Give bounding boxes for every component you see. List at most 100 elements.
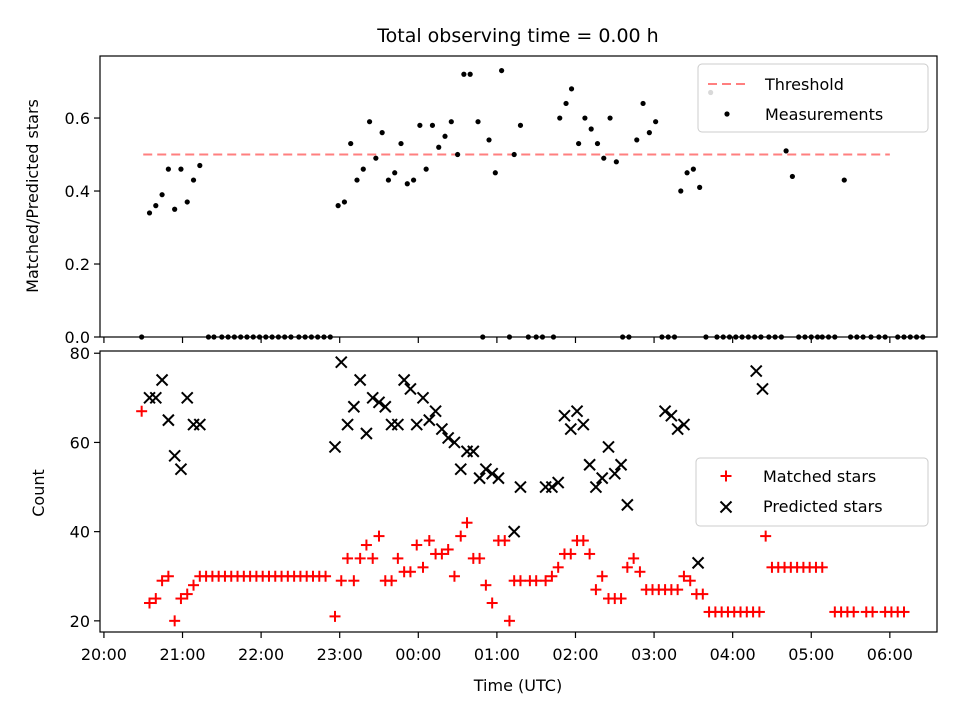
measurements-series — [139, 67, 926, 340]
measurement-point — [517, 122, 524, 128]
bottom-legend: Matched stars Predicted stars — [695, 457, 929, 527]
measurement-point — [568, 86, 575, 92]
predicted-star-point — [583, 458, 596, 471]
bottom-panel: Count Time (UTC) 20 40 60 80 20:00 21:00 22:0… — [29, 344, 938, 695]
bottom-plot-frame — [99, 350, 938, 633]
matched-star-point — [499, 535, 511, 547]
predicted-star-point — [149, 391, 163, 405]
predicted-star-point — [570, 405, 584, 418]
matched-star-point — [621, 561, 633, 573]
measurement-point — [454, 151, 461, 158]
measurement-point — [607, 115, 613, 121]
matched-star-point — [188, 579, 200, 591]
matched-star-point — [423, 535, 435, 547]
bottom-y-ticks: 20 40 60 80 — [70, 344, 100, 631]
measurement-point — [640, 100, 646, 107]
measurement-point — [492, 170, 498, 176]
matched-star-point — [615, 593, 627, 605]
measurement-point — [366, 119, 373, 125]
bottom-x-tick-label: 20:00 — [81, 645, 127, 664]
matched-star-point — [386, 575, 398, 587]
bottom-x-tick-label: 22:00 — [238, 645, 284, 664]
matched-star-point — [461, 517, 473, 529]
predicted-star-point — [677, 418, 691, 431]
predicted-star-point — [564, 422, 577, 436]
measurement-point — [697, 184, 703, 190]
matched-star-point — [436, 548, 448, 560]
measurement-point — [557, 115, 563, 121]
predicted-star-point — [665, 409, 678, 422]
matched-star-point — [442, 543, 454, 555]
measurement-point — [398, 140, 404, 147]
measurement-point — [385, 177, 392, 183]
matched-star-point — [404, 566, 416, 578]
measurement-point — [646, 130, 652, 136]
matched-star-point — [329, 610, 341, 622]
matched-star-point — [590, 584, 602, 596]
predicted-star-point — [335, 355, 348, 369]
predicted-star-point — [435, 422, 449, 436]
matched-star-point — [335, 575, 347, 587]
measurement-point — [588, 126, 594, 132]
matched-star-point — [474, 552, 486, 564]
predicted-star-point — [514, 480, 527, 494]
matched-star-point — [565, 548, 577, 560]
matched-star-point — [486, 597, 498, 609]
measurement-point — [467, 71, 473, 77]
measurement-point — [678, 188, 684, 194]
predicted-star-point — [162, 413, 175, 427]
top-y-tick-label: 0.0 — [65, 328, 90, 347]
measurement-point — [146, 210, 153, 216]
predicted-star-point — [454, 462, 467, 476]
top-legend: Threshold Measurements — [697, 63, 929, 133]
matched-star-point — [367, 552, 379, 564]
measurement-point — [348, 140, 354, 147]
legend-matched-marker — [720, 470, 732, 482]
predicted-star-point — [479, 462, 493, 476]
measurement-point — [197, 162, 203, 169]
predicted-star-point — [341, 418, 354, 431]
bottom-x-tick-label: 05:00 — [788, 645, 834, 664]
bottom-x-tick-label: 01:00 — [474, 645, 520, 664]
matched-star-point — [684, 575, 696, 587]
bottom-x-tick-label: 06:00 — [867, 645, 913, 664]
predicted-star-point — [545, 480, 559, 494]
matched-star-point — [144, 597, 156, 609]
matched-star-point — [342, 552, 354, 564]
predicted-star-point — [168, 449, 181, 463]
top-y-axis-label: Matched/Predicted stars — [23, 99, 42, 293]
measurement-point — [178, 166, 184, 172]
measurement-point — [783, 148, 789, 154]
legend-matched-label: Matched stars — [763, 467, 876, 486]
top-legend-box — [697, 63, 929, 133]
matched-star-point — [867, 606, 879, 618]
measurement-point — [436, 144, 442, 150]
matched-star-point — [596, 570, 608, 582]
legend-predicted-label: Predicted stars — [763, 497, 883, 516]
matched-star-point — [816, 561, 828, 573]
predicted-star-point — [347, 400, 361, 413]
matched-star-point — [150, 593, 162, 605]
measurement-point — [341, 199, 348, 205]
predicted-star-point — [416, 391, 430, 405]
measurement-point — [576, 140, 582, 147]
measurement-point — [153, 203, 159, 209]
predicted-star-point — [589, 480, 603, 494]
matched-star-point — [552, 561, 564, 573]
matched-star-point — [584, 548, 596, 560]
measurement-point — [841, 177, 847, 183]
measurement-point — [354, 177, 360, 183]
bottom-y-tick-label: 20 — [70, 612, 90, 631]
top-y-ticks: 0.0 0.2 0.4 0.6 — [65, 109, 100, 347]
measurement-point — [159, 192, 165, 198]
bottom-y-axis-label: Count — [29, 469, 48, 517]
measurement-point — [511, 151, 517, 158]
predicted-star-point — [595, 471, 609, 485]
matched-star-point — [136, 405, 148, 417]
predicted-star-point — [441, 431, 455, 445]
predicted-star-point — [429, 405, 442, 418]
bottom-legend-box — [695, 457, 929, 527]
x-axis-label: Time (UTC) — [473, 676, 562, 695]
measurement-point — [690, 166, 696, 172]
predicted-star-point — [410, 418, 423, 431]
